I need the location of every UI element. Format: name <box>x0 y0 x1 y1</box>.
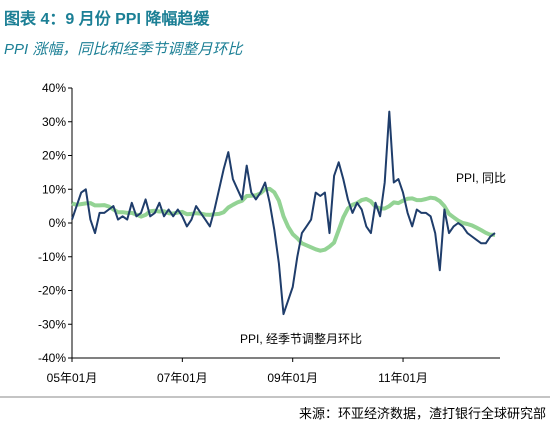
series-line <box>71 110 496 316</box>
y-tick-label: -30% <box>38 317 66 331</box>
y-tick-label: 10% <box>42 182 66 196</box>
chart-subtitle: PPI 涨幅，同比和经季节调整月环比 <box>4 41 244 58</box>
y-tick-label: -10% <box>38 250 66 264</box>
y-tick-label: 40% <box>42 81 66 95</box>
y-tick-label: 0% <box>49 216 67 230</box>
x-tick-label: 09年01月 <box>267 371 318 385</box>
series-line <box>71 186 495 253</box>
series-label: PPI, 经季节调整月环比 <box>240 331 362 346</box>
x-tick-label: 11年01月 <box>378 371 428 385</box>
y-tick-label: 30% <box>42 115 66 129</box>
y-tick-label: -40% <box>38 351 66 365</box>
series-label: PPI, 同比 <box>456 171 506 185</box>
x-tick-label: 07年01月 <box>157 371 208 385</box>
y-tick-label: -20% <box>38 284 66 298</box>
y-tick-label: 20% <box>42 149 66 163</box>
source: 来源：环亚经济数据，渣打银行全球研究部 <box>299 406 546 421</box>
chart-title: 图表 4：9 月份 PPI 降幅趋缓 <box>4 9 210 28</box>
x-tick-label: 05年01月 <box>47 371 98 385</box>
